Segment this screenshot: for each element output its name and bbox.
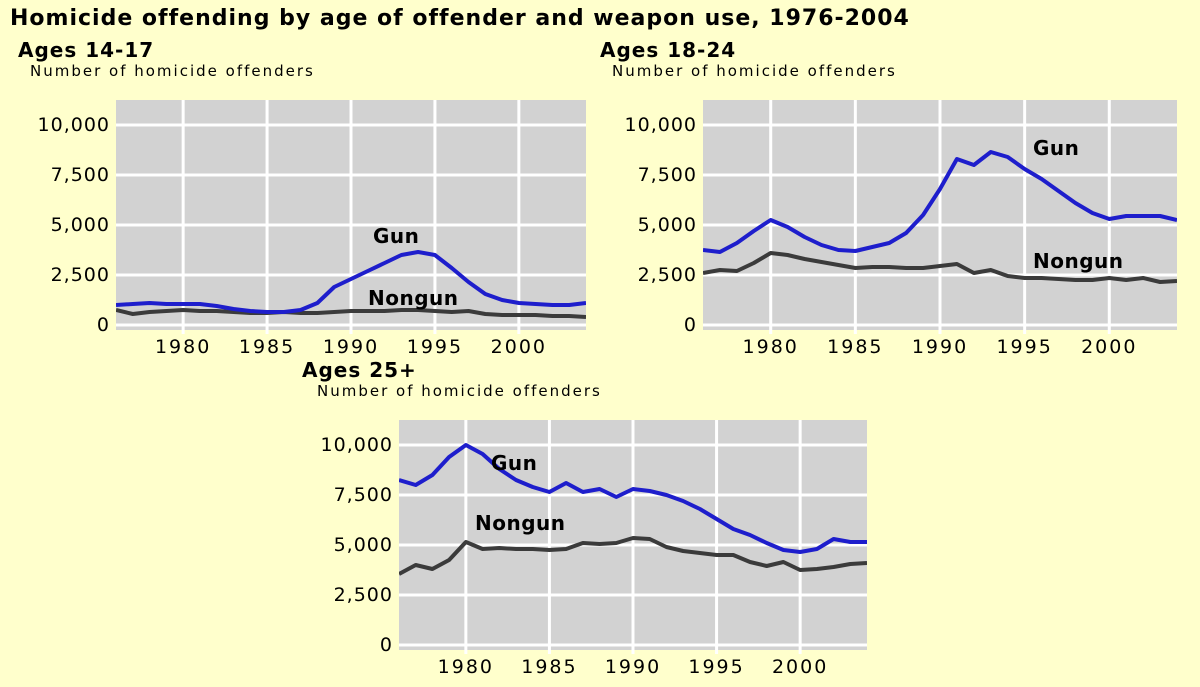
series-label-nongun: Nongun	[475, 511, 566, 535]
x-tick-label: 1995	[688, 656, 745, 678]
y-tick-label: 5,000	[333, 534, 393, 556]
x-tick-label: 1990	[911, 336, 969, 358]
y-axis-title: Number of homicide offenders	[30, 62, 315, 80]
x-tick-label: 1980	[437, 656, 495, 678]
y-tick-label: 5,000	[637, 214, 697, 236]
series-label-gun: Gun	[491, 451, 538, 475]
y-tick-label: 7,500	[637, 164, 697, 186]
y-tick-label: 5,000	[50, 214, 110, 236]
x-tick-label: 1995	[996, 336, 1053, 358]
gun-line	[703, 150, 1177, 254]
y-tick-label: 10,000	[624, 114, 697, 136]
y-axis-title: Number of homicide offenders	[612, 62, 897, 80]
series-label-gun: Gun	[373, 224, 420, 248]
x-tick-label: 2000	[1081, 336, 1138, 358]
x-tick-label: 1980	[154, 336, 212, 358]
x-tick-label: 1995	[406, 336, 464, 358]
chart-canvas	[703, 100, 1177, 334]
series-label-gun: Gun	[1033, 136, 1080, 160]
y-tick-label: 2,500	[637, 264, 697, 286]
chart-canvas	[399, 420, 867, 654]
x-tick-label: 1985	[238, 336, 296, 358]
x-tick-label: 1985	[827, 336, 884, 358]
gun-line	[116, 250, 586, 314]
y-tick-label: 0	[683, 314, 697, 336]
chart-canvas	[116, 100, 586, 334]
panel-title: Ages 18-24	[600, 38, 737, 62]
y-tick-label: 0	[96, 314, 110, 336]
series-label-nongun: Nongun	[368, 286, 459, 310]
nongun-line	[399, 536, 867, 576]
nongun-line	[703, 251, 1177, 284]
y-tick-label: 7,500	[333, 484, 393, 506]
y-axis-title: Number of homicide offenders	[317, 382, 602, 400]
x-tick-label: 1990	[604, 656, 662, 678]
y-tick-label: 10,000	[320, 434, 393, 456]
nongun-line	[116, 308, 586, 319]
y-tick-label: 0	[379, 634, 393, 656]
panel-title: Ages 25+	[302, 358, 417, 382]
x-tick-label: 1990	[322, 336, 380, 358]
series-label-nongun: Nongun	[1033, 249, 1124, 273]
x-tick-label: 2000	[771, 656, 829, 678]
x-tick-label: 1985	[521, 656, 578, 678]
x-tick-label: 2000	[490, 336, 548, 358]
x-tick-label: 1980	[742, 336, 799, 358]
panel-title: Ages 14-17	[18, 38, 155, 62]
gun-line	[399, 443, 867, 554]
page-title: Homicide offending by age of offender an…	[10, 6, 910, 31]
y-tick-label: 7,500	[50, 164, 110, 186]
y-tick-label: 10,000	[37, 114, 110, 136]
y-tick-label: 2,500	[50, 264, 110, 286]
y-tick-label: 2,500	[333, 584, 393, 606]
